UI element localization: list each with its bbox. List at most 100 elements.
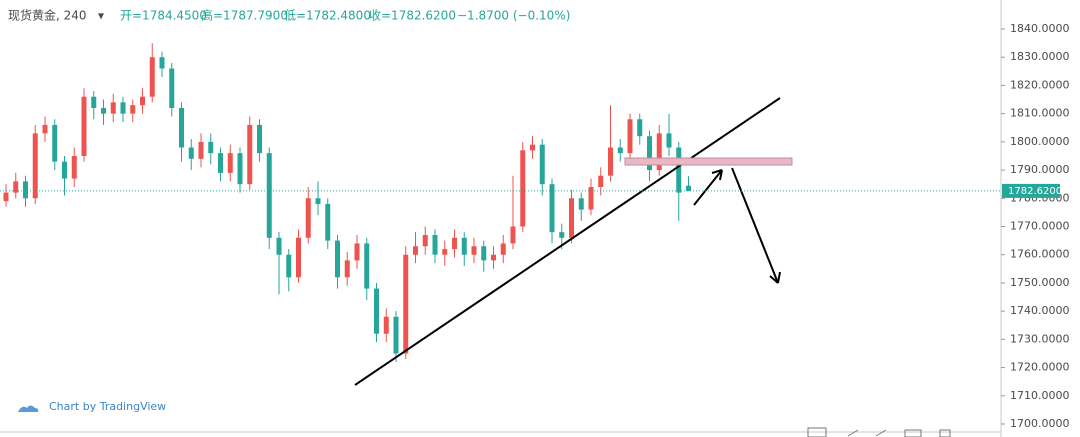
candle-body — [257, 124, 262, 154]
candle-body — [403, 254, 409, 354]
candle-body — [354, 243, 360, 261]
candle-body — [676, 147, 682, 193]
y-tick-label: 1730.0000 — [1010, 332, 1070, 345]
low-value: 低=1782.4800 — [284, 9, 371, 23]
candle-body — [13, 181, 19, 193]
candle-body — [588, 187, 594, 210]
trend-line[interactable] — [354, 97, 781, 386]
candle-body — [647, 136, 652, 171]
candle-body — [364, 243, 370, 289]
candle-body — [481, 246, 487, 261]
high-value: 高=1787.7900 — [201, 8, 288, 23]
candle-body — [140, 96, 145, 106]
resistance-zone[interactable] — [624, 157, 793, 166]
candle-body — [159, 57, 165, 69]
candle-body — [208, 141, 214, 154]
candle-body — [81, 96, 87, 156]
last-price-label: 1782.6200 — [1008, 186, 1062, 197]
candle-body — [305, 198, 311, 238]
y-tick-label: 1710.0000 — [1010, 389, 1070, 402]
drawings — [354, 97, 793, 386]
candle-body — [598, 175, 604, 187]
watermark[interactable]: Chart by TradingView — [18, 400, 166, 413]
candle-body — [179, 108, 184, 148]
candle-body — [520, 150, 526, 227]
candle-body — [422, 234, 428, 247]
tool-icon[interactable] — [904, 429, 922, 437]
candle-body — [130, 105, 136, 114]
y-tick-label: 1770.0000 — [1010, 220, 1070, 233]
candle-body — [432, 234, 438, 255]
candle-body — [266, 153, 272, 238]
candle-body — [237, 153, 243, 185]
candle-body — [32, 133, 38, 199]
candle-body — [510, 226, 516, 244]
tool-icon[interactable] — [807, 427, 827, 437]
candle-body — [42, 124, 48, 134]
candle-body — [452, 237, 457, 250]
candle-body — [617, 147, 623, 154]
candle-body — [23, 181, 28, 199]
candle-body — [637, 119, 643, 137]
candle-body — [276, 237, 282, 255]
candle-body — [530, 144, 535, 151]
candle-body — [227, 153, 233, 173]
symbol[interactable]: 现货黄金, 240 — [8, 8, 87, 23]
candle-body — [393, 316, 399, 354]
candle-body — [344, 260, 350, 278]
candle-body — [296, 237, 301, 278]
open-value: 开=1784.4500 — [120, 9, 207, 23]
change-value: −1.8700 (−0.10%) — [457, 9, 570, 23]
tool-icon[interactable] — [847, 429, 859, 437]
candle-body — [578, 198, 584, 210]
plot-area — [3, 43, 691, 362]
candle-body — [471, 246, 477, 255]
candle-body — [686, 185, 691, 191]
candle-body — [608, 147, 613, 176]
candle-body — [374, 288, 379, 334]
candle-body — [627, 119, 633, 154]
candle-body — [91, 96, 97, 108]
tradingview-logo — [18, 405, 39, 412]
candle-body — [149, 57, 155, 97]
arrow-down[interactable] — [731, 167, 781, 284]
candle-body — [101, 108, 106, 114]
candle-body — [71, 155, 77, 179]
candle-body — [3, 192, 9, 202]
candle-body — [656, 133, 662, 171]
y-tick-label: 1830.0000 — [1010, 50, 1070, 63]
watermark-text: Chart by TradingView — [49, 400, 166, 413]
y-tick-label: 1760.0000 — [1010, 248, 1070, 261]
y-tick-label: 1750.0000 — [1010, 276, 1070, 289]
candle-body — [325, 203, 331, 241]
candle-body — [286, 254, 292, 278]
tool-icon[interactable] — [939, 429, 951, 437]
candle-body — [569, 198, 574, 238]
y-tick-label: 1800.0000 — [1010, 135, 1070, 148]
last-price-box — [1002, 183, 1060, 198]
candle-body — [62, 161, 67, 179]
candle-body — [169, 68, 175, 108]
y-tick-label: 1700.0000 — [1010, 417, 1070, 430]
header: 现货黄金, 240 ▾ 开=1784.4500 高=1787.7900 低=17… — [8, 8, 570, 23]
dropdown-arrow[interactable]: ▾ — [98, 9, 104, 23]
close-value: 收=1782.6200 — [369, 9, 456, 23]
candle-body — [539, 144, 545, 185]
candle-body — [188, 147, 194, 159]
y-tick-label: 1840.0000 — [1010, 22, 1070, 35]
candle-body — [559, 232, 565, 238]
candle-body — [198, 141, 204, 159]
candle-body — [315, 198, 321, 204]
tool-icon[interactable] — [875, 429, 887, 437]
candle-body — [491, 254, 496, 261]
arrow-up[interactable] — [693, 169, 723, 206]
candle-body — [247, 124, 253, 185]
candle-body — [666, 133, 672, 148]
candle-body — [549, 184, 555, 233]
y-tick-label: 1810.0000 — [1010, 107, 1070, 120]
candle-body — [52, 124, 58, 162]
candle-body — [110, 102, 116, 114]
toolbar — [807, 427, 951, 437]
